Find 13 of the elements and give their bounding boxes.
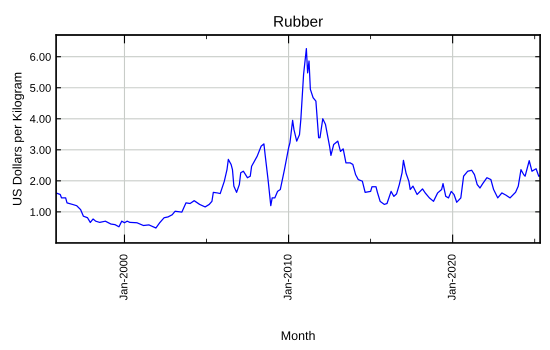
y-tick-label: 6.00 [30, 52, 51, 61]
line-series [56, 48, 540, 229]
y-axis-title: US Dollars per Kilogram [12, 72, 24, 206]
x-tick-label: Jan-2020 [448, 254, 456, 300]
y-tick-label: 4.00 [30, 115, 51, 123]
y-tick-label: 1.00 [30, 208, 51, 216]
x-tick-label: Jan-2010 [284, 254, 292, 300]
x-tick-label: Jan-2000 [120, 254, 128, 300]
y-tick-label: 2.00 [30, 177, 51, 185]
y-tick-label: 5.00 [30, 84, 51, 92]
chart-title: Rubber [274, 16, 323, 27]
y-tick-label: 3.00 [30, 146, 51, 154]
x-axis-title: Month [282, 330, 315, 340]
